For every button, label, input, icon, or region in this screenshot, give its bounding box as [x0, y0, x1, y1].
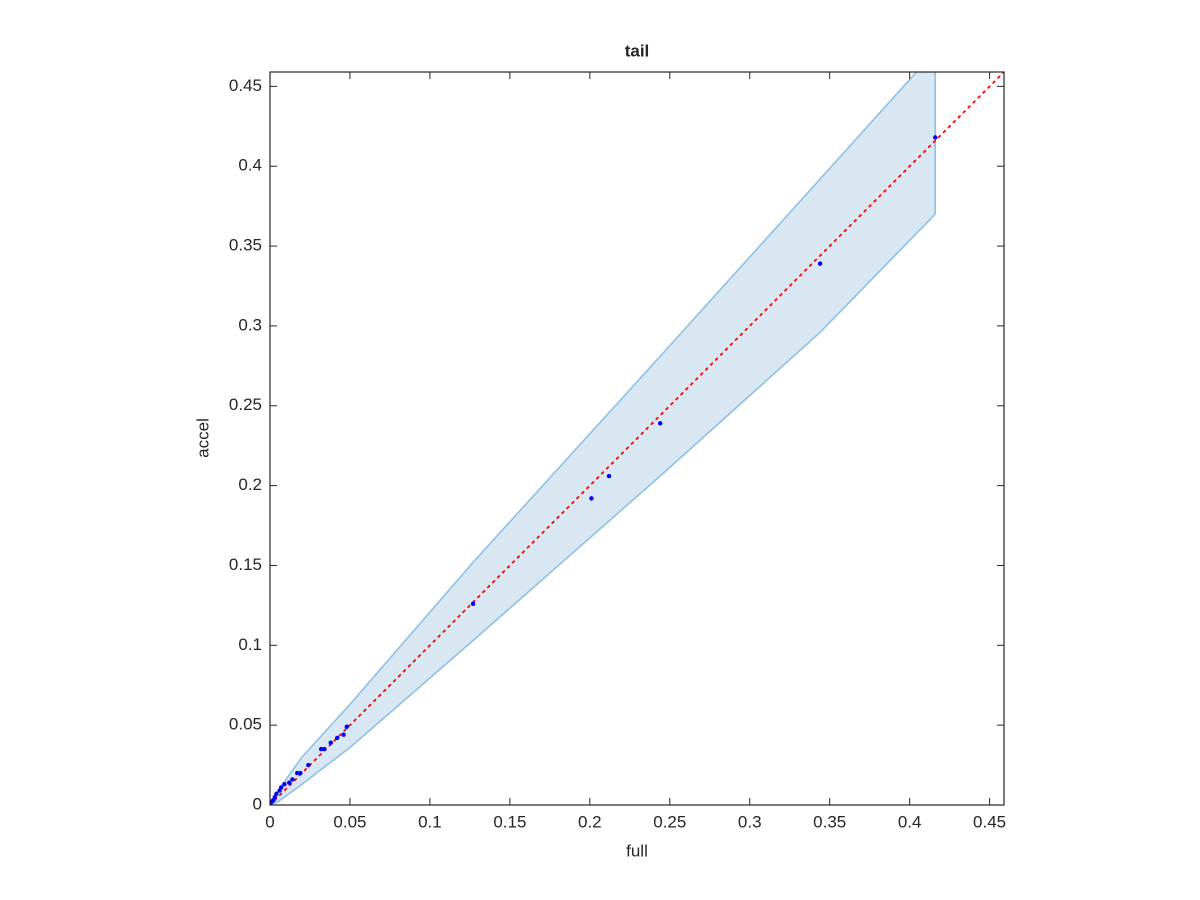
x-tick-label: 0.15 [493, 812, 526, 831]
data-point [277, 788, 282, 793]
y-tick-label: 0 [253, 794, 262, 813]
x-axis-label: full [626, 841, 648, 860]
axes-box [269, 71, 1005, 806]
data-point [322, 746, 327, 752]
data-point [657, 421, 663, 426]
data-point [270, 799, 274, 805]
data-point [286, 780, 292, 785]
data-point [328, 740, 333, 745]
x-tick-label: 0.35 [813, 812, 846, 831]
data-point [817, 261, 823, 266]
band-upper-edge [270, 72, 918, 805]
axes: 0 0.05 0.1 0.15 0.2 0.25 0.3 0.35 0.4 0.45 0 0.05 0.… [229, 71, 1006, 831]
x-tick-label: 0.1 [418, 812, 442, 831]
data-point [341, 732, 346, 737]
y-tick-label: 0.4 [238, 156, 262, 175]
data-point [606, 473, 612, 479]
x-tick-label: 0.45 [973, 812, 1006, 831]
plot-area [270, 72, 1004, 805]
data-point [933, 135, 938, 140]
x-tick-label: 0.2 [578, 812, 602, 831]
data-point [282, 782, 287, 787]
data-point [344, 724, 349, 729]
data-point [294, 770, 300, 776]
data-point [306, 762, 311, 768]
confidence-band [270, 72, 936, 805]
data-point [290, 777, 295, 782]
chart-title: tail [625, 41, 650, 60]
y-tick-label: 0.05 [229, 715, 262, 734]
identity-line [270, 72, 1004, 805]
x-tick-label: 0.3 [738, 812, 762, 831]
y-tick-label: 0.25 [229, 395, 262, 414]
x-tick-label: 0.05 [333, 812, 366, 831]
x-tick-label: 0.25 [653, 812, 686, 831]
band-lower-edge [270, 213, 936, 805]
y-tick-label: 0.15 [229, 555, 262, 574]
y-tick-label: 0.45 [229, 76, 262, 95]
y-axis-label: accel [193, 418, 212, 458]
y-tick-label: 0.3 [238, 315, 262, 334]
y-tick-label: 0.2 [238, 475, 262, 494]
data-point [470, 601, 476, 606]
data-point [298, 770, 303, 776]
data-point [318, 746, 324, 752]
x-tick-label: 0 [265, 812, 274, 831]
y-tick-label: 0.35 [229, 236, 262, 255]
y-tick-label: 0.1 [238, 635, 262, 654]
x-tick-label: 0.4 [898, 812, 922, 831]
data-point [334, 735, 340, 741]
data-point [589, 496, 594, 501]
